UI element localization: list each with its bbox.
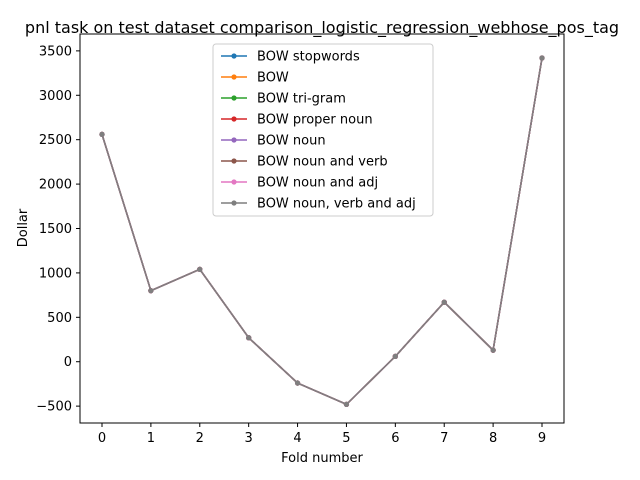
- y-tick-label: 2000: [39, 178, 72, 193]
- legend-marker: [231, 95, 237, 101]
- y-axis-ticks: −500 0 500 1000 1500 2000 2500 3000 3500: [36, 44, 80, 415]
- legend-entry: BOW stopwords: [221, 50, 360, 65]
- legend-marker: [231, 137, 237, 143]
- x-tick-label: 8: [489, 431, 497, 446]
- y-tick-label: 0: [64, 355, 72, 370]
- data-point: [343, 401, 350, 407]
- x-tick-label: 7: [440, 431, 448, 446]
- data-point: [197, 266, 203, 272]
- x-tick-label: 3: [245, 431, 253, 446]
- legend-marker: [231, 53, 237, 59]
- legend-label: BOW noun, verb and adj: [257, 197, 416, 212]
- y-tick-label: −500: [36, 400, 72, 415]
- data-point: [148, 288, 154, 294]
- plot-area: [99, 55, 545, 407]
- legend-marker: [231, 179, 237, 185]
- legend-entry: BOW noun and adj: [221, 176, 378, 191]
- legend: BOW stopwords BOW BOW tri-gram BOW proper n…: [212, 43, 434, 217]
- x-axis-ticks: 0 1 2 3 4 5 6 7 8 9: [98, 423, 546, 446]
- legend-entry: BOW noun, verb and adj: [221, 197, 416, 212]
- legend-label: BOW proper noun: [257, 113, 373, 128]
- x-tick-label: 1: [147, 431, 155, 446]
- data-point: [539, 55, 545, 61]
- data-point: [392, 353, 398, 359]
- x-tick-label: 2: [196, 431, 204, 446]
- legend-box: [212, 43, 434, 217]
- legend-entry: BOW tri-gram: [221, 92, 346, 107]
- legend-entry: BOW noun: [221, 134, 326, 149]
- legend-marker: [231, 158, 237, 164]
- y-tick-label: 3500: [39, 44, 72, 59]
- data-point: [99, 131, 105, 137]
- legend-label: BOW noun: [257, 134, 326, 149]
- x-tick-label: 0: [98, 431, 106, 446]
- legend-label: BOW stopwords: [257, 50, 360, 65]
- legend-label: BOW tri-gram: [257, 92, 346, 107]
- legend-marker: [231, 116, 237, 122]
- legend-entry: BOW noun and verb: [221, 155, 388, 170]
- data-point: [490, 347, 496, 353]
- legend-marker: [231, 74, 237, 80]
- x-tick-label: 9: [538, 431, 546, 446]
- data-point: [246, 335, 252, 341]
- chart-title: pnl task on test dataset comparison_logi…: [25, 18, 619, 38]
- x-axis-label: Fold number: [281, 451, 363, 466]
- legend-label: BOW noun and verb: [257, 155, 388, 170]
- legend-label: BOW: [257, 71, 289, 86]
- series-7: [99, 55, 545, 407]
- legend-label: BOW noun and adj: [257, 176, 378, 191]
- y-tick-label: 2500: [39, 133, 72, 148]
- series-line: [101, 57, 543, 406]
- legend-entry: BOW proper noun: [221, 113, 373, 128]
- y-tick-label: 500: [47, 311, 72, 326]
- x-tick-label: 4: [293, 431, 301, 446]
- y-tick-label: 3000: [39, 89, 72, 104]
- x-tick-label: 6: [391, 431, 399, 446]
- y-tick-label: 1000: [39, 266, 72, 281]
- y-tick-label: 1500: [39, 222, 72, 237]
- legend-entry: BOW: [221, 71, 289, 86]
- legend-marker: [231, 200, 237, 206]
- data-point: [441, 299, 447, 305]
- y-axis-label: Dollar: [16, 208, 31, 247]
- data-point: [294, 380, 301, 386]
- x-tick-label: 5: [342, 431, 350, 446]
